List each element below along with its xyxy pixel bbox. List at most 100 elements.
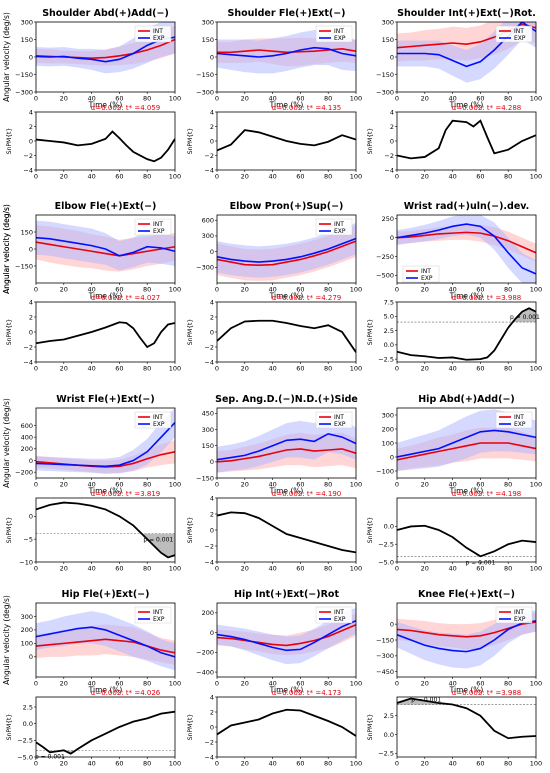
spm-x-tick-label: 80 — [143, 365, 151, 373]
alpha-label: α=0.002: t* =4.279 — [272, 294, 341, 302]
spm-axes-frame — [396, 696, 537, 758]
spm-x-tick-label: 60 — [476, 760, 484, 768]
spm-x-tick-label: 60 — [476, 565, 484, 573]
spm-y-axis-label: SnPM{t} — [367, 128, 374, 155]
spm-x-tick-label: 100 — [169, 365, 181, 373]
spm-y-tick-label: −2.5 — [17, 737, 33, 745]
x-axis-label: Time (%) — [449, 686, 484, 695]
x-tick-label: 0 — [395, 95, 399, 103]
spm-x-tick-label: 20 — [241, 365, 249, 373]
spm-y-tick-label: 2 — [210, 123, 214, 131]
spm-y-axis-label: SnPM{t} — [367, 714, 374, 741]
panel-title: Knee Fle(+)Ext(−) — [418, 589, 515, 600]
x-tick-label: 20 — [60, 680, 68, 688]
cluster-shade — [141, 533, 175, 558]
x-tick-label: 100 — [169, 286, 181, 294]
spm-y-tick-label: 0 — [210, 137, 214, 145]
spm-x-tick-label: 60 — [296, 760, 304, 768]
y-tick-label: 100 — [382, 439, 394, 447]
spm-x-tick-label: 80 — [324, 565, 332, 573]
alpha-label: α=0.002: t* =3.988 — [452, 689, 521, 697]
spm-y-tick-label: 4 — [210, 693, 214, 701]
y-tick-label: 150 — [202, 36, 214, 44]
y-axis-label: Angular velocity (deg/s) — [2, 204, 11, 294]
x-tick-label: 100 — [169, 95, 181, 103]
spm-y-tick-label: −2 — [23, 152, 33, 160]
x-tick-label: 0 — [395, 481, 399, 489]
x-tick-label: 60 — [115, 95, 123, 103]
panel-title: Hip Abd(+)Add(−) — [418, 394, 515, 405]
series-line-int — [36, 638, 175, 654]
x-tick-label: 80 — [143, 481, 151, 489]
x-tick-label: 60 — [296, 95, 304, 103]
y-tick-label: 150 — [21, 36, 33, 44]
y-tick-label: 150 — [382, 36, 394, 44]
legend-label-int: INT — [153, 28, 163, 35]
spm-y-axis-label: SnPM{t} — [187, 517, 194, 544]
legend-label-exp: EXP — [514, 616, 526, 623]
x-tick-label: 20 — [421, 95, 429, 103]
spm-y-tick-label: −2 — [204, 738, 214, 746]
series-line-int — [217, 240, 356, 267]
spm-y-tick-label: 0 — [210, 723, 214, 731]
spm-y-tick-label: 5.0 — [384, 313, 394, 321]
panel-title: Shoulder Abd(+)Add(−) — [42, 8, 169, 19]
x-tick-label: 40 — [448, 95, 456, 103]
x-tick-label: 80 — [143, 680, 151, 688]
y-axis-label: Angular velocity (deg/s) — [2, 398, 11, 488]
spm-y-tick-label: 4 — [29, 108, 33, 116]
legend-label-int: INT — [334, 609, 344, 616]
x-tick-label: 100 — [530, 481, 542, 489]
x-tick-label: 20 — [60, 95, 68, 103]
y-axis-label: Angular velocity (deg/s) — [2, 595, 11, 685]
spm-x-tick-label: 80 — [324, 760, 332, 768]
x-axis-label: Time (%) — [269, 292, 304, 301]
spm-x-tick-label: 0 — [395, 565, 399, 573]
y-tick-label: 300 — [202, 426, 214, 434]
spm-x-tick-label: 40 — [268, 565, 276, 573]
y-axis-label: Angular velocity (deg/s) — [2, 204, 11, 294]
y-tick-label: 0 — [210, 248, 214, 256]
x-tick-label: 100 — [530, 286, 542, 294]
spm-axes-frame — [216, 497, 357, 563]
legend-label-exp: EXP — [334, 616, 346, 623]
spm-x-tick-label: 80 — [324, 173, 332, 181]
spm-y-tick-label: 0.0 — [384, 341, 394, 349]
spm-x-tick-label: 40 — [448, 173, 456, 181]
spm-y-tick-label: −2 — [384, 152, 394, 160]
spm-y-tick-label: 0 — [29, 328, 33, 336]
spm-x-tick-label: 60 — [115, 365, 123, 373]
x-tick-label: 40 — [268, 481, 276, 489]
cluster-shade — [513, 308, 536, 323]
x-tick-label: 60 — [296, 481, 304, 489]
panel-title: Sep. Ang.D.(−)N.D.(+)Side — [215, 394, 358, 405]
legend-label-int: INT — [334, 28, 344, 35]
spm-x-tick-label: 0 — [34, 565, 38, 573]
spm-x-tick-label: 80 — [143, 565, 151, 573]
spm-y-tick-label: −2 — [204, 542, 214, 550]
y-tick-label: −300 — [15, 88, 33, 96]
x-tick-label: 60 — [115, 481, 123, 489]
series-line-int — [397, 231, 536, 254]
spm-y-tick-label: −4 — [204, 358, 214, 366]
band-exp — [36, 611, 175, 671]
spm-x-tick-label: 40 — [268, 760, 276, 768]
spm-y-tick-label: 2.5 — [384, 327, 394, 335]
spm-curve — [217, 129, 356, 152]
spm-x-tick-label: 40 — [87, 565, 95, 573]
spm-curve — [36, 130, 175, 163]
axes-frame — [216, 407, 357, 479]
spm-curve — [397, 524, 536, 558]
spm-y-tick-label: −4 — [23, 358, 33, 366]
x-tick-label: 20 — [241, 95, 249, 103]
series-line-int — [36, 241, 175, 257]
spm-x-tick-label: 40 — [87, 365, 95, 373]
x-tick-label: 100 — [169, 680, 181, 688]
panel-title: Elbow Fle(+)Ext(−) — [55, 201, 157, 212]
legend-label-exp: EXP — [334, 35, 346, 42]
x-axis-label: Time (%) — [269, 101, 304, 110]
